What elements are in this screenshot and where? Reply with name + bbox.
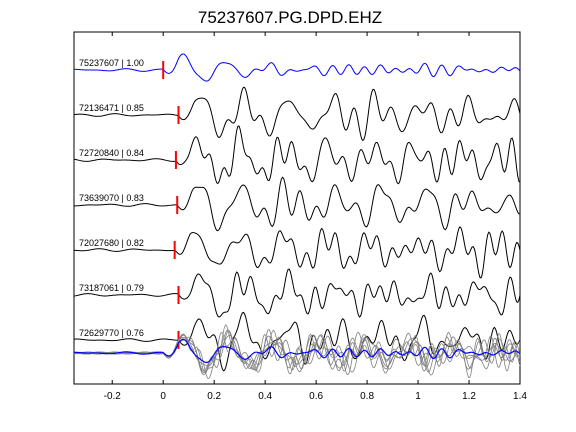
x-tick-label: 1 [415, 391, 421, 402]
trace-label: 75237607 | 1.00 [79, 58, 144, 68]
x-tick-label: 0.6 [309, 391, 323, 402]
x-tick-label: 0.8 [360, 391, 374, 402]
plot-frame [73, 31, 521, 385]
x-tick-label: 1.4 [513, 391, 527, 402]
trace-row: 73187061 | 0.79 [73, 268, 521, 318]
waveform-trace [73, 226, 521, 279]
waveform-trace [73, 176, 521, 232]
trace-label: 73639070 | 0.83 [79, 193, 144, 203]
trace-label: 73187061 | 0.79 [79, 283, 144, 293]
waveform-trace [73, 125, 521, 185]
waveform-trace [73, 86, 521, 142]
trace-row: 75237607 | 1.00 [73, 53, 521, 82]
stack-reference-trace [73, 338, 521, 364]
x-tick-label: 0.2 [207, 391, 221, 402]
trace-row: 72027680 | 0.82 [73, 226, 521, 279]
stack-trace [73, 329, 521, 376]
waveform-trace [73, 311, 521, 372]
trace-label: 72720840 | 0.84 [79, 148, 144, 158]
trace-row: 73639070 | 0.83 [73, 176, 521, 232]
trace-row: 72136471 | 0.85 [73, 86, 521, 142]
x-tick-label: 0 [160, 391, 166, 402]
x-axis: -0.2 0 0.2 0.4 0.6 0.8 1 1.2 1.4 [104, 32, 527, 402]
x-tick-label: -0.2 [104, 391, 122, 402]
trace-group: 75237607 | 1.00 72136471 | 0.85 72720840 |… [73, 53, 521, 372]
chart-title: 75237607.PG.DPD.EHZ [198, 8, 382, 27]
trace-label: 72027680 | 0.82 [79, 238, 144, 248]
stacked-overlay [73, 324, 521, 379]
trace-label: 72629770 | 0.76 [79, 328, 144, 338]
waveform-trace [73, 268, 521, 318]
x-tick-label: 0.4 [258, 391, 272, 402]
x-tick-label: 1.2 [462, 391, 476, 402]
trace-label: 72136471 | 0.85 [79, 103, 144, 113]
trace-row: 72720840 | 0.84 [73, 125, 521, 185]
waveform-trace [73, 53, 521, 82]
